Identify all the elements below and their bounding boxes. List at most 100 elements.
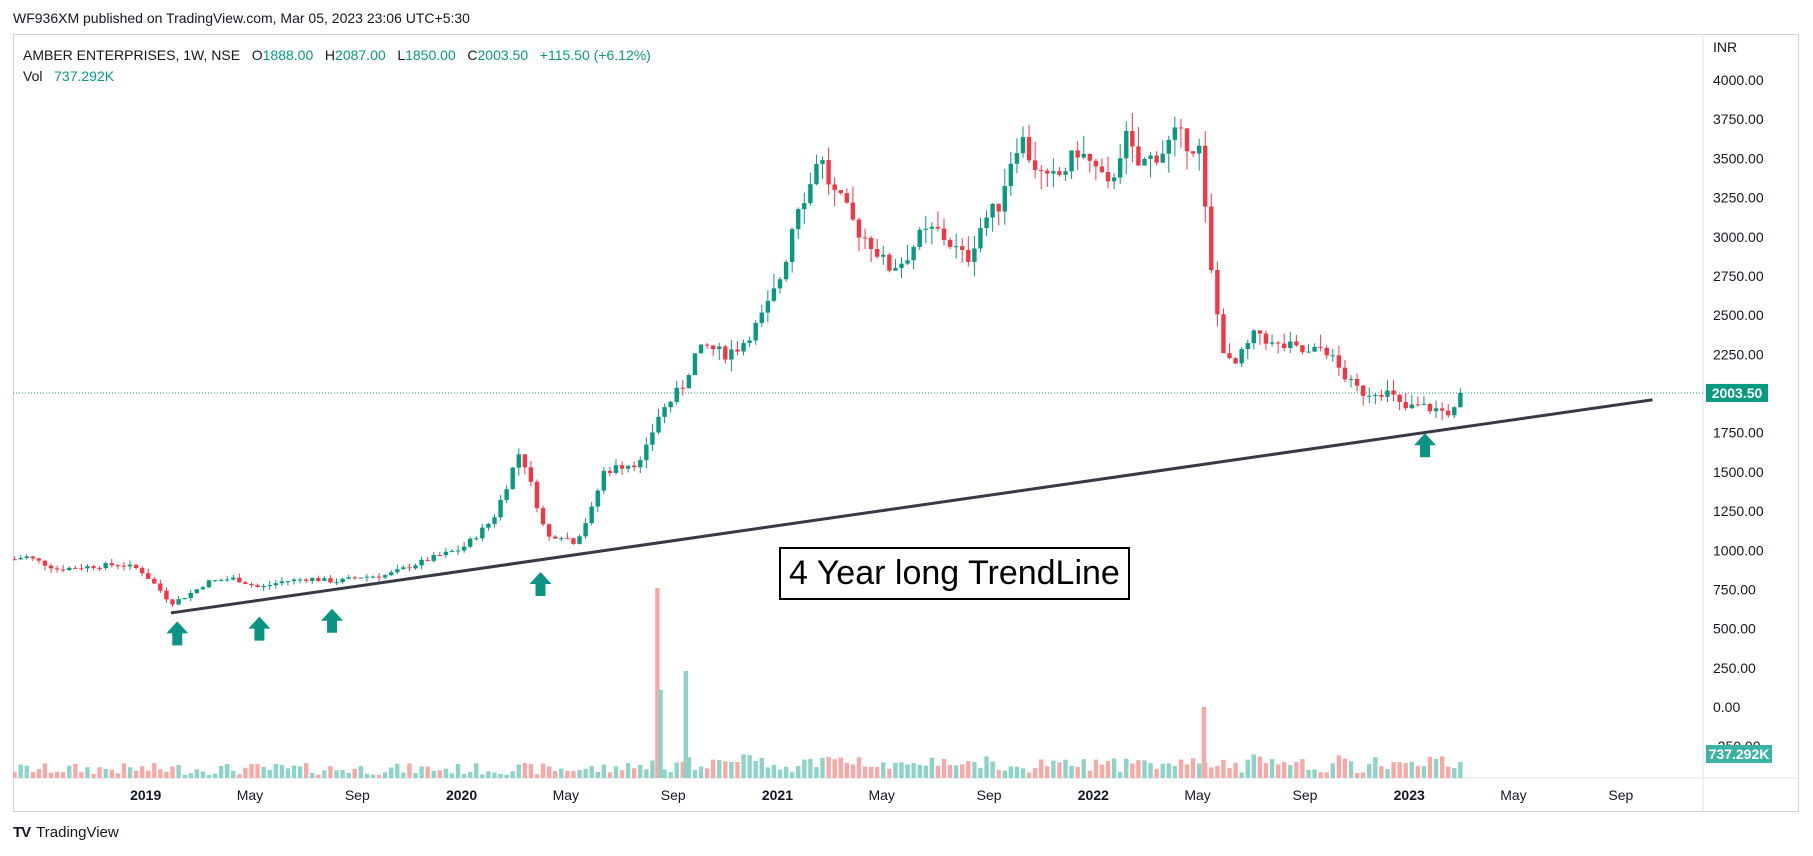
up-arrow-icon[interactable]: [166, 621, 189, 646]
candle-body: [1433, 408, 1439, 412]
candle-body: [1111, 177, 1117, 182]
volume-bar: [1087, 770, 1093, 778]
volume-bar: [662, 769, 667, 778]
volume-bar: [212, 773, 218, 778]
legend-symbol[interactable]: AMBER ENTERPRISES, 1W, NSE: [23, 47, 241, 63]
x-tick-label: Sep: [661, 787, 686, 803]
candle-body: [358, 577, 364, 579]
candle-body: [777, 279, 783, 289]
volume-bar: [461, 773, 467, 778]
candle-body: [1130, 130, 1135, 147]
candle-body: [1324, 347, 1329, 356]
volume-bar: [668, 772, 673, 778]
candle-body: [1427, 403, 1433, 412]
volume-bar: [510, 771, 515, 778]
candle-body: [1075, 150, 1080, 158]
candle-body: [461, 546, 467, 551]
volume-bar: [231, 770, 236, 778]
candle-body: [243, 582, 248, 585]
candle-body: [966, 249, 971, 262]
volume-bar: [1063, 759, 1068, 778]
candle-body: [54, 568, 60, 570]
volume-bar: [1032, 768, 1038, 778]
volume-bar: [1263, 763, 1269, 778]
volume-bar: [789, 772, 795, 778]
volume-bar: [1190, 758, 1196, 778]
candle-body: [1154, 155, 1159, 163]
candle-body: [249, 584, 254, 586]
volume-bar: [935, 765, 941, 778]
candle-body: [820, 160, 825, 164]
last-volume-badge[interactable]: [1706, 745, 1772, 763]
candle-body: [1196, 145, 1202, 154]
candle-body: [376, 576, 382, 578]
volume-bar: [698, 766, 704, 778]
volume-bar: [182, 774, 187, 778]
candle-body: [1233, 358, 1238, 364]
volume-bar: [1209, 767, 1214, 778]
candle-body: [1452, 407, 1457, 416]
volume-bar: [607, 772, 613, 778]
tradingview-brand[interactable]: TV TradingView: [13, 824, 119, 841]
candle-body: [1227, 353, 1232, 359]
candle-body: [1391, 390, 1396, 395]
y-tick-label: 250.00: [1713, 660, 1756, 676]
volume-bar: [540, 763, 546, 778]
volume-bar: [826, 756, 831, 778]
volume-bar: [1312, 769, 1317, 778]
candle-body: [741, 342, 746, 352]
volume-bar: [844, 762, 850, 778]
candle-body: [1257, 330, 1263, 334]
volume-bar: [328, 766, 333, 778]
candle-body: [729, 349, 734, 360]
up-arrow-icon[interactable]: [321, 608, 344, 633]
volume-bar: [1111, 758, 1117, 778]
y-tick-label: 3500.00: [1713, 150, 1764, 166]
candle-body: [1275, 342, 1281, 344]
candle-body: [540, 508, 546, 525]
up-arrow-icon[interactable]: [529, 571, 552, 596]
up-arrow-icon[interactable]: [1414, 433, 1437, 458]
volume-bar: [455, 763, 461, 778]
legend-open: 1888.00: [262, 47, 314, 63]
candle-body: [1446, 410, 1451, 416]
candle-body: [310, 578, 315, 581]
candle-body: [1136, 146, 1141, 166]
candle-body: [1148, 155, 1153, 159]
price-chart[interactable]: INR 4000.00 3750.00 3500.00 3250.00 3000.00 27…: [13, 34, 1799, 812]
volume-bar: [437, 770, 443, 778]
x-tick-label: May: [1184, 787, 1210, 803]
candle-body: [1354, 378, 1360, 386]
trendline-annotation[interactable]: 4 Year long TrendLine: [779, 547, 1130, 600]
volume-bar: [1148, 763, 1153, 778]
volume-bar: [899, 762, 904, 778]
candle-body: [322, 578, 327, 581]
publisher-line: WF936XM published on TradingView.com, Ma…: [13, 10, 470, 26]
volume-bar: [1452, 768, 1457, 778]
y-tick-label: 1250.00: [1713, 503, 1764, 519]
y-tick-label: 2250.00: [1713, 346, 1764, 362]
volume-bar: [1233, 762, 1238, 778]
volume-bar: [996, 770, 1001, 778]
volume-bar: [856, 757, 862, 778]
candle-body: [668, 401, 673, 408]
up-arrow-icon[interactable]: [248, 616, 271, 641]
volume-bar: [528, 764, 534, 778]
volume-bar: [255, 764, 260, 778]
volume-bar: [644, 769, 649, 778]
candle-body: [528, 467, 534, 482]
volume-bar: [36, 769, 42, 778]
legend-vol-label[interactable]: Vol: [23, 68, 43, 84]
trendline[interactable]: [170, 398, 1653, 615]
volume-bar: [364, 773, 370, 778]
candle-body: [759, 312, 764, 323]
candle-body: [838, 190, 843, 194]
volume-bar: [619, 770, 625, 778]
last-price-badge[interactable]: [1706, 383, 1768, 402]
volume-bar: [1294, 761, 1299, 778]
candle-body: [1282, 343, 1287, 348]
candle-body: [887, 254, 892, 271]
candle-body: [115, 565, 121, 567]
candle-body: [1039, 170, 1044, 172]
candle-body: [881, 254, 886, 257]
